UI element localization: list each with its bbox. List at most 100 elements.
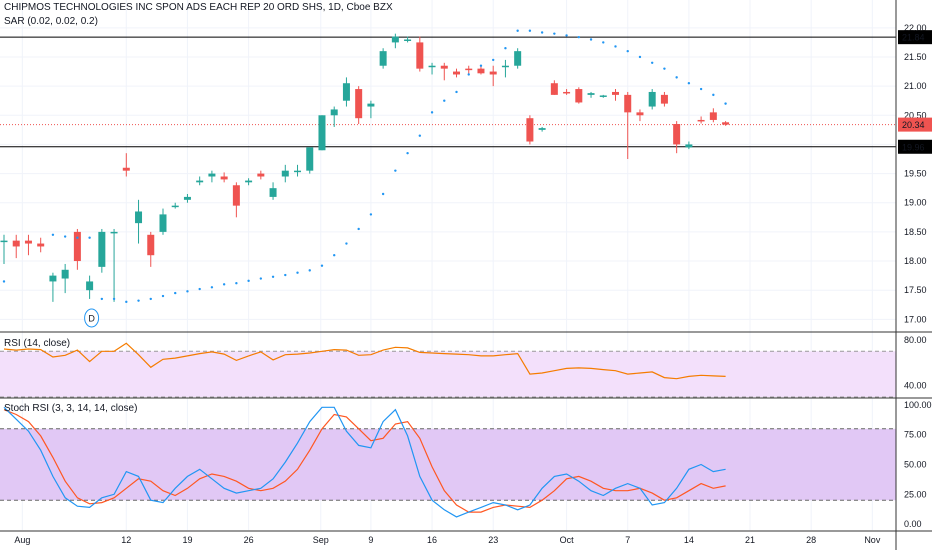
sar-dot: [333, 254, 335, 256]
candle-body: [294, 171, 301, 173]
sar-dot: [101, 298, 103, 300]
sar-dot: [223, 283, 225, 285]
candle-body: [661, 95, 668, 104]
date-tick-label: 21: [745, 535, 755, 545]
sar-dot: [211, 286, 213, 288]
price-tick-label: 18.00: [904, 256, 927, 266]
sar-dot: [64, 235, 66, 237]
sar-dot: [529, 30, 531, 32]
sar-dot: [3, 280, 5, 282]
sar-dot: [700, 88, 702, 90]
candle-body: [355, 89, 362, 118]
candle-body: [563, 92, 570, 94]
sar-dot: [443, 100, 445, 102]
sar-dot: [480, 65, 482, 67]
candle-body: [698, 120, 705, 122]
sar-dot: [614, 45, 616, 47]
price-tick-label: 18.50: [904, 227, 927, 237]
candle-body: [111, 232, 118, 234]
candle-body: [208, 174, 215, 177]
chart-canvas: D 17.0017.5018.0018.5019.0019.5020.0020.…: [0, 0, 932, 550]
stoch-band: [0, 429, 896, 500]
candle-body: [673, 124, 680, 144]
candle-body: [172, 206, 179, 208]
candle-body: [526, 118, 533, 141]
candle-body: [98, 232, 105, 267]
date-tick-label: 12: [121, 535, 131, 545]
sar-dot: [394, 169, 396, 171]
price-level-tag: 19.96: [902, 142, 925, 152]
sar-dot: [76, 237, 78, 239]
sar-dot: [431, 111, 433, 113]
price-tick-label: 19.50: [904, 169, 927, 179]
candle-body: [257, 174, 264, 177]
candle-body: [123, 168, 130, 171]
sar-dot: [113, 298, 115, 300]
date-tick-label: 26: [244, 535, 254, 545]
sar-dot: [565, 34, 567, 36]
rsi-band: [0, 351, 896, 397]
sar-dot: [602, 41, 604, 43]
candle-body: [343, 83, 350, 100]
candle-body: [588, 93, 595, 95]
candle-body: [135, 211, 142, 223]
date-tick-label: 7: [625, 535, 630, 545]
sar-dot: [541, 31, 543, 33]
sar-dot: [345, 242, 347, 244]
candle-body: [429, 66, 436, 68]
stoch-tick-label: 100.00: [904, 400, 932, 410]
dividend-marker-label: D: [88, 314, 95, 324]
sar-dot: [235, 282, 237, 284]
date-tick-label: 16: [427, 535, 437, 545]
candle-body: [551, 83, 558, 95]
candle-body: [86, 281, 93, 290]
candle-body: [624, 95, 631, 112]
candle-body: [539, 128, 546, 130]
sar-dot: [516, 30, 518, 32]
sar-dot: [125, 301, 127, 303]
sar-dot: [370, 213, 372, 215]
sar-dot: [504, 47, 506, 49]
price-tick-label: 19.00: [904, 198, 927, 208]
sar-dot: [406, 152, 408, 154]
sar-dot: [590, 38, 592, 40]
date-tick-label: Oct: [560, 535, 575, 545]
price-tick-label: 21.50: [904, 52, 927, 62]
candle-body: [37, 244, 44, 247]
candle-body: [318, 115, 325, 150]
candle-body: [184, 197, 191, 200]
rsi-tick-label: 40.00: [904, 381, 927, 391]
sar-dot: [309, 269, 311, 271]
date-tick-label: Nov: [864, 535, 881, 545]
sar-dot: [455, 91, 457, 93]
sar-dot: [52, 234, 54, 236]
candle-body: [416, 42, 423, 68]
price-level-tag: 21.84: [902, 33, 925, 43]
candle-body: [612, 92, 619, 95]
candle-body: [306, 147, 313, 170]
sar-dot: [186, 290, 188, 292]
candle-body: [514, 51, 521, 66]
last-price-tag: 20.34: [902, 120, 925, 130]
stoch-tick-label: 50.00: [904, 460, 927, 470]
candle-body: [245, 181, 252, 183]
candle-body: [221, 177, 228, 180]
candle-body: [453, 72, 460, 75]
sar-dot: [553, 32, 555, 34]
rsi-tick-label: 80.00: [904, 335, 927, 345]
date-tick-label: Aug: [14, 535, 30, 545]
price-tick-label: 21.00: [904, 81, 927, 91]
date-tick-label: 23: [488, 535, 498, 545]
chart-stage: D 17.0017.5018.0018.5019.0019.5020.0020.…: [0, 0, 932, 550]
candle-body: [441, 66, 448, 69]
sar-label: SAR (0.02, 0.02, 0.2): [4, 16, 98, 27]
date-tick-label: 9: [368, 535, 373, 545]
candle-body: [367, 104, 374, 107]
candle-body: [13, 241, 20, 247]
sar-dot: [688, 82, 690, 84]
sar-dot: [419, 134, 421, 136]
sar-dot: [712, 94, 714, 96]
sar-dot: [724, 102, 726, 104]
candle-body: [196, 181, 203, 183]
candle-body: [25, 241, 32, 244]
